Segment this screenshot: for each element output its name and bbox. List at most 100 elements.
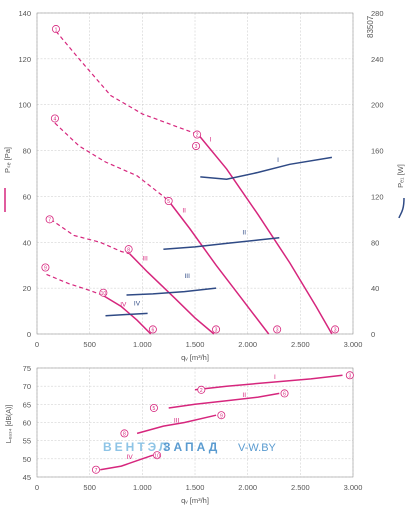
power-curve-label: II <box>242 229 246 236</box>
operating-point-marker-label: 5 <box>167 199 170 205</box>
operating-point-marker-circle <box>192 141 201 150</box>
y-right-tick-label: 0 <box>371 330 375 339</box>
y-right-tick-label: 80 <box>371 238 379 247</box>
y-left-tick-label: 20 <box>23 284 31 293</box>
operating-point-marker-circle <box>99 288 108 297</box>
operating-point-marker-label: 10 <box>101 291 107 297</box>
operating-point-marker-circle <box>331 325 340 334</box>
x-tick-label: 500 <box>83 340 96 349</box>
sound-curve-I <box>194 374 343 391</box>
operating-point-marker-circle <box>91 465 100 474</box>
operating-point-marker-circle <box>120 429 129 438</box>
y-tick-label: 70 <box>23 382 31 391</box>
pressure-curve-IV <box>101 294 152 335</box>
y-left-tick-label: 100 <box>18 101 31 110</box>
operating-point-marker-circle <box>45 215 54 224</box>
x-tick-label: 0 <box>35 483 39 492</box>
operating-point-marker-circle <box>51 25 60 34</box>
pressure-curve-label: III <box>142 256 148 263</box>
power-curve-III <box>126 287 217 296</box>
power-curve-II <box>163 236 280 250</box>
watermark-left: ВЕНТЭЛ <box>103 440 170 454</box>
pressure-curve-dashed-I <box>55 30 199 136</box>
x-tick-label: 1.000 <box>133 483 152 492</box>
operating-point-marker-label: 7 <box>95 468 98 474</box>
operating-point-marker-label: 3 <box>276 328 279 334</box>
y-left-tick-label: 120 <box>18 55 31 64</box>
operating-point-marker-label: 3 <box>195 144 198 150</box>
x-axis-label: qᵥ [m³/h] <box>181 496 209 505</box>
power-curve-IV <box>105 312 148 317</box>
y-tick-label: 45 <box>23 473 31 482</box>
pressure-curve-label: IV <box>120 301 127 308</box>
operating-point-marker-circle <box>217 411 226 420</box>
y-left-tick-label: 80 <box>23 147 31 156</box>
pressure-curve-label: I <box>210 136 212 143</box>
operating-point-marker-label: 3 <box>348 373 351 379</box>
pressure-curve-dashed-II <box>54 122 170 202</box>
x-tick-label: 3.000 <box>344 483 363 492</box>
y-tick-label: 55 <box>23 437 31 446</box>
x-tick-label: 0 <box>35 340 39 349</box>
x-tick-label: 2.000 <box>238 340 257 349</box>
watermark-site: V-W.BY <box>238 442 277 454</box>
y-axis-label: Lₑₐ₃₄ [dB(A)] <box>6 405 13 444</box>
x-tick-label: 2.500 <box>291 483 310 492</box>
y-left-tick-label: 0 <box>27 330 31 339</box>
sound-curve-label: III <box>174 418 180 425</box>
operating-point-marker-label: 6 <box>151 328 154 334</box>
pressure-curve-label: II <box>182 207 186 214</box>
y-left-axis-label: Pₛₑ [Pa] <box>3 147 12 173</box>
operating-point-marker-circle <box>124 245 133 254</box>
operating-point-marker-label: 9 <box>220 413 223 419</box>
diagram-code: 83507 <box>366 15 375 38</box>
sound-curve-label: II <box>242 392 246 399</box>
x-tick-label: 1.000 <box>133 340 152 349</box>
x-tick-label: 2.500 <box>291 340 310 349</box>
y-left-tick-label: 60 <box>23 192 31 201</box>
operating-point-marker-circle <box>164 197 173 206</box>
pressure-curve-III <box>129 253 215 335</box>
operating-point-marker-circle <box>280 389 289 398</box>
x-tick-label: 1.500 <box>186 340 205 349</box>
pressure-curve-II <box>168 200 270 335</box>
power-curve-label: IV <box>134 300 141 307</box>
y-tick-label: 50 <box>23 455 31 464</box>
operating-point-marker-label: 2 <box>200 388 203 394</box>
x-axis-label: qᵥ [m³/h] <box>181 353 209 362</box>
operating-point-marker-circle <box>153 451 162 460</box>
x-tick-label: 2.000 <box>238 483 257 492</box>
x-tick-label: 500 <box>83 483 96 492</box>
operating-point-marker-circle <box>50 114 59 123</box>
operating-point-marker-label: 4 <box>54 117 57 123</box>
x-tick-label: 1.500 <box>186 483 205 492</box>
y-tick-label: 75 <box>23 364 31 373</box>
y-right-tick-label: 280 <box>371 9 384 18</box>
sound-curve-IV <box>100 454 154 471</box>
operating-point-marker-label: 8 <box>123 432 126 438</box>
operating-point-marker-label: 8 <box>127 247 130 253</box>
power-curve-I <box>200 156 333 180</box>
operating-point-marker-label: 3 <box>334 328 337 334</box>
operating-point-marker-label: 10 <box>154 453 160 459</box>
operating-point-marker-circle <box>41 263 50 272</box>
y-left-tick-label: 140 <box>18 9 31 18</box>
plot-frame <box>36 367 354 478</box>
operating-point-marker-circle <box>148 325 157 334</box>
y-right-tick-label: 240 <box>371 55 384 64</box>
operating-point-marker-circle <box>212 325 221 334</box>
operating-point-marker-circle <box>193 130 202 139</box>
pressure-curve-dashed-IV <box>46 273 103 296</box>
operating-point-marker-circle <box>149 403 158 412</box>
watermark-right: ЗАПАД <box>163 440 220 454</box>
y-left-tick-label: 40 <box>23 238 31 247</box>
operating-point-marker-label: 9 <box>44 266 47 272</box>
watermark: ВЕНТЭЛ ЗАПАД V-W.BY <box>103 440 277 454</box>
y-tick-label: 60 <box>23 419 31 428</box>
sound-curve-III <box>136 414 217 435</box>
operating-point-marker-label: 2 <box>196 133 199 139</box>
operating-point-marker-circle <box>197 385 206 394</box>
pressure-curve-I <box>197 134 333 335</box>
